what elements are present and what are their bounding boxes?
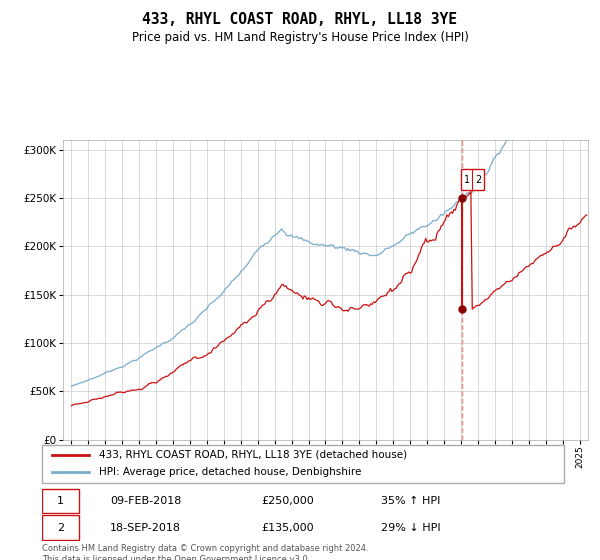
Text: 433, RHYL COAST ROAD, RHYL, LL18 3YE (detached house): 433, RHYL COAST ROAD, RHYL, LL18 3YE (de… <box>100 450 407 460</box>
Bar <box>461 169 484 190</box>
Text: £250,000: £250,000 <box>261 496 314 506</box>
Text: 1: 1 <box>57 496 64 506</box>
Text: 35% ↑ HPI: 35% ↑ HPI <box>382 496 440 506</box>
Text: 2: 2 <box>57 522 64 533</box>
Bar <box>42 488 79 513</box>
Text: 09-FEB-2018: 09-FEB-2018 <box>110 496 181 506</box>
Text: Price paid vs. HM Land Registry's House Price Index (HPI): Price paid vs. HM Land Registry's House … <box>131 31 469 44</box>
Text: HPI: Average price, detached house, Denbighshire: HPI: Average price, detached house, Denb… <box>100 468 362 478</box>
Text: 2: 2 <box>475 175 481 185</box>
Text: 18-SEP-2018: 18-SEP-2018 <box>110 522 181 533</box>
Bar <box>42 515 79 540</box>
Text: 1: 1 <box>464 175 470 185</box>
Text: 29% ↓ HPI: 29% ↓ HPI <box>382 522 441 533</box>
Text: £135,000: £135,000 <box>261 522 314 533</box>
Text: Contains HM Land Registry data © Crown copyright and database right 2024.
This d: Contains HM Land Registry data © Crown c… <box>42 544 368 560</box>
Text: 433, RHYL COAST ROAD, RHYL, LL18 3YE: 433, RHYL COAST ROAD, RHYL, LL18 3YE <box>143 12 458 27</box>
